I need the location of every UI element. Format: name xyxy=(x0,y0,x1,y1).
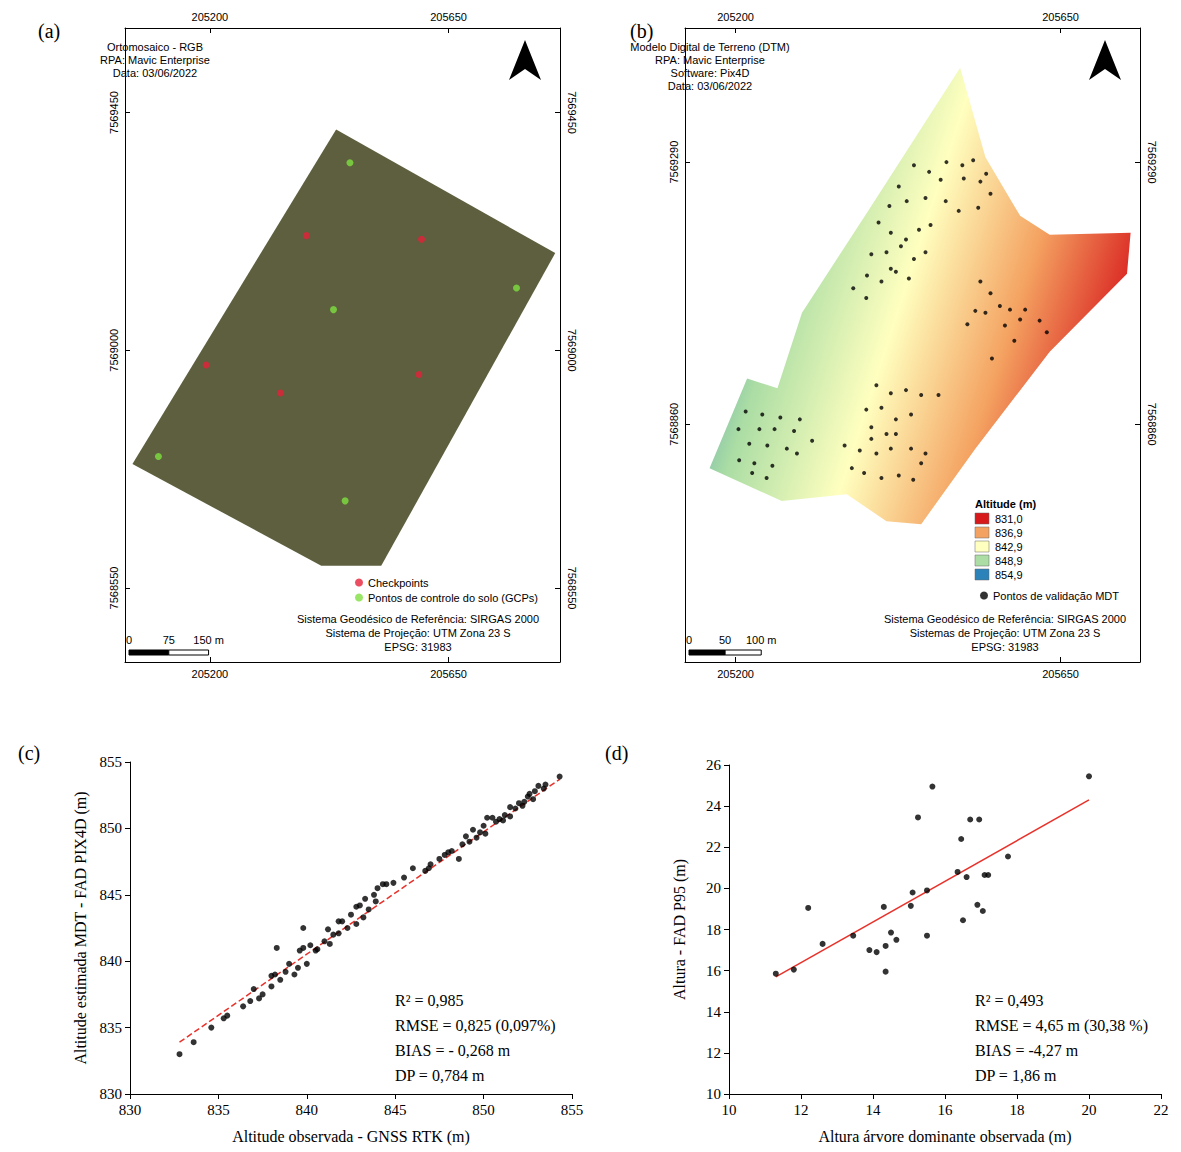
svg-text:842,9: 842,9 xyxy=(995,541,1023,553)
svg-text:Pontos de controle do solo (GC: Pontos de controle do solo (GCPs) xyxy=(368,592,538,604)
svg-text:7569000: 7569000 xyxy=(566,329,578,372)
svg-text:(c): (c) xyxy=(18,742,40,765)
svg-text:Checkpoints: Checkpoints xyxy=(368,577,429,589)
svg-text:50: 50 xyxy=(719,634,731,646)
svg-text:Altitude estimada MDT - FAD PI: Altitude estimada MDT - FAD PIX4D (m) xyxy=(72,791,90,1064)
svg-text:830: 830 xyxy=(119,1102,142,1118)
svg-text:850: 850 xyxy=(100,820,123,836)
svg-text:0: 0 xyxy=(126,634,132,646)
svg-text:830: 830 xyxy=(100,1086,123,1102)
svg-text:845: 845 xyxy=(100,887,123,903)
svg-text:DP = 1,86 m: DP = 1,86 m xyxy=(975,1067,1057,1084)
svg-text:848,9: 848,9 xyxy=(995,555,1023,567)
svg-text:835: 835 xyxy=(100,1020,123,1036)
svg-text:7568550: 7568550 xyxy=(108,567,120,610)
svg-text:7569450: 7569450 xyxy=(566,91,578,134)
svg-text:RMSE = 4,65 m (30,38 %): RMSE = 4,65 m (30,38 %) xyxy=(975,1017,1148,1035)
svg-text:EPSG: 31983: EPSG: 31983 xyxy=(971,641,1038,653)
svg-text:22: 22 xyxy=(1154,1102,1169,1118)
svg-text:RMSE = 0,825 (0,097%): RMSE = 0,825 (0,097%) xyxy=(395,1017,556,1035)
svg-text:836,9: 836,9 xyxy=(995,527,1023,539)
svg-text:7569290: 7569290 xyxy=(668,141,680,184)
svg-text:Ortomosaico - RGB: Ortomosaico - RGB xyxy=(107,41,203,53)
svg-text:854,9: 854,9 xyxy=(995,569,1023,581)
svg-text:18: 18 xyxy=(1010,1102,1025,1118)
svg-text:16: 16 xyxy=(706,963,722,979)
svg-text:20: 20 xyxy=(706,880,721,896)
svg-text:16: 16 xyxy=(938,1102,954,1118)
svg-text:205200: 205200 xyxy=(192,11,229,23)
svg-text:RPA: Mavic Enterprise: RPA: Mavic Enterprise xyxy=(655,54,765,66)
svg-text:BIAS = - 0,268 m: BIAS = - 0,268 m xyxy=(395,1042,511,1059)
svg-text:840: 840 xyxy=(296,1102,319,1118)
svg-text:7568860: 7568860 xyxy=(1146,403,1158,446)
svg-text:845: 845 xyxy=(384,1102,407,1118)
svg-text:Altitude (m): Altitude (m) xyxy=(975,498,1036,510)
svg-text:7569450: 7569450 xyxy=(108,91,120,134)
svg-text:7568860: 7568860 xyxy=(668,403,680,446)
svg-text:EPSG: 31983: EPSG: 31983 xyxy=(384,641,451,653)
svg-text:DP = 0,784 m: DP = 0,784 m xyxy=(395,1067,485,1084)
svg-text:12: 12 xyxy=(794,1102,809,1118)
svg-text:100 m: 100 m xyxy=(746,634,777,646)
svg-text:205200: 205200 xyxy=(717,11,754,23)
svg-text:150 m: 150 m xyxy=(193,634,224,646)
svg-text:205650: 205650 xyxy=(430,668,467,680)
svg-text:Sistema Geodésico de Referênci: Sistema Geodésico de Referência: SIRGAS … xyxy=(297,613,539,625)
svg-text:831,0: 831,0 xyxy=(995,513,1023,525)
svg-text:Data: 03/06/2022: Data: 03/06/2022 xyxy=(668,80,752,92)
svg-text:14: 14 xyxy=(866,1102,882,1118)
svg-text:205200: 205200 xyxy=(717,668,754,680)
svg-text:18: 18 xyxy=(706,922,721,938)
svg-text:(a): (a) xyxy=(38,20,60,43)
svg-text:10: 10 xyxy=(722,1102,737,1118)
svg-text:Software: Pix4D: Software: Pix4D xyxy=(671,67,750,79)
svg-text:Sistema de Projeção: UTM Zona: Sistema de Projeção: UTM Zona 23 S xyxy=(325,627,510,639)
svg-text:BIAS = -4,27 m: BIAS = -4,27 m xyxy=(975,1042,1079,1059)
svg-text:R² = 0,985: R² = 0,985 xyxy=(395,992,464,1009)
svg-text:840: 840 xyxy=(100,953,123,969)
svg-text:855: 855 xyxy=(100,754,123,770)
svg-text:7568550: 7568550 xyxy=(566,567,578,610)
svg-text:850: 850 xyxy=(472,1102,495,1118)
svg-text:Altitude observada - GNSS RTK: Altitude observada - GNSS RTK (m) xyxy=(232,1128,470,1146)
svg-text:Data: 03/06/2022: Data: 03/06/2022 xyxy=(113,67,197,79)
svg-text:Sistema Geodésico de Referênci: Sistema Geodésico de Referência: SIRGAS … xyxy=(884,613,1126,625)
svg-text:14: 14 xyxy=(706,1004,722,1020)
svg-text:7569290: 7569290 xyxy=(1146,141,1158,184)
svg-text:12: 12 xyxy=(706,1045,721,1061)
svg-text:24: 24 xyxy=(706,798,722,814)
svg-text:Altura - FAD P95 (m): Altura - FAD P95 (m) xyxy=(671,859,689,1000)
svg-text:10: 10 xyxy=(706,1086,721,1102)
svg-text:22: 22 xyxy=(706,839,721,855)
svg-text:205200: 205200 xyxy=(192,668,229,680)
svg-text:(b): (b) xyxy=(630,20,653,43)
svg-text:75: 75 xyxy=(163,634,175,646)
svg-text:R² = 0,493: R² = 0,493 xyxy=(975,992,1044,1009)
svg-text:835: 835 xyxy=(207,1102,230,1118)
svg-text:Pontos de validação MDT: Pontos de validação MDT xyxy=(993,590,1119,602)
svg-text:Altura árvore dominante observ: Altura árvore dominante observada (m) xyxy=(818,1128,1071,1146)
svg-text:RPA: Mavic Enterprise: RPA: Mavic Enterprise xyxy=(100,54,210,66)
svg-text:7569000: 7569000 xyxy=(108,329,120,372)
svg-text:Sistemas de Projeção: UTM Zona: Sistemas de Projeção: UTM Zona 23 S xyxy=(910,627,1101,639)
svg-text:205650: 205650 xyxy=(430,11,467,23)
svg-text:26: 26 xyxy=(706,757,722,773)
svg-text:855: 855 xyxy=(561,1102,584,1118)
svg-text:20: 20 xyxy=(1082,1102,1097,1118)
svg-text:205650: 205650 xyxy=(1042,668,1079,680)
svg-text:205650: 205650 xyxy=(1042,11,1079,23)
svg-text:Modelo Digital de Terreno (DTM: Modelo Digital de Terreno (DTM) xyxy=(630,41,789,53)
svg-text:(d): (d) xyxy=(605,742,628,765)
svg-text:0: 0 xyxy=(686,634,692,646)
